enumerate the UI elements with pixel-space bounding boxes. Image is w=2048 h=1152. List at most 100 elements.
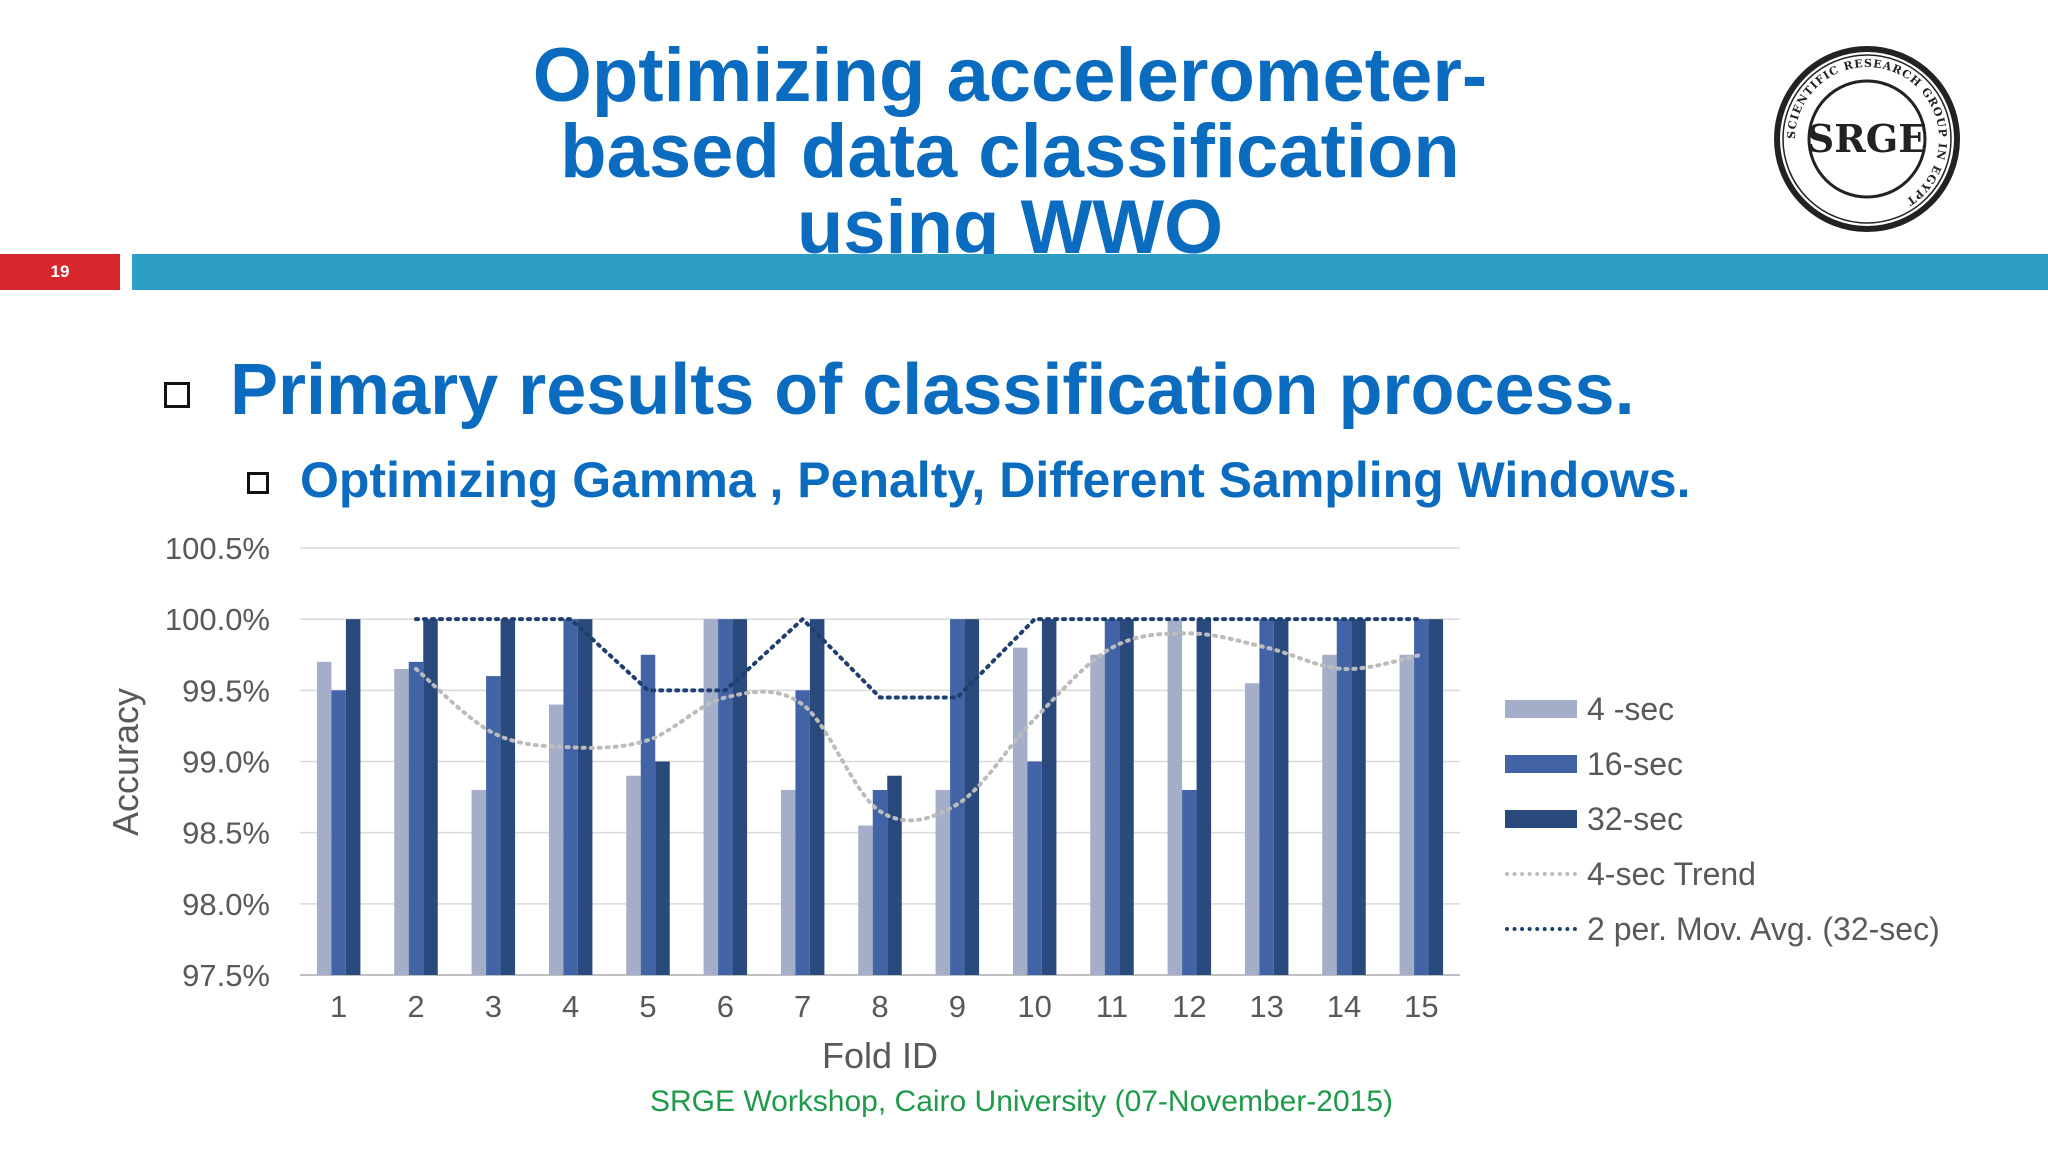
- y-axis-label: Accuracy: [105, 688, 146, 836]
- y-tick-label: 100.5%: [165, 531, 270, 566]
- bar-32-sec-fold-9: [964, 619, 980, 975]
- x-tick-label: 8: [871, 989, 888, 1024]
- bar-32-sec-fold-11: [1119, 619, 1134, 975]
- x-tick-label: 1: [330, 989, 347, 1024]
- bullet-main: Primary results of classification proces…: [230, 350, 1635, 430]
- bar-32-sec-fold-5: [655, 761, 670, 975]
- bar-16-sec-fold-2: [408, 661, 424, 975]
- trend-line-4-sec: [414, 631, 1424, 823]
- bullet-square-icon: [164, 382, 190, 408]
- bar-16-sec-fold-6: [718, 619, 733, 975]
- bar-16-sec-fold-4: [563, 619, 578, 975]
- y-tick-labels: 97.5% 98.0% 98.5% 99.0% 99.5% 100.0% 100.5%: [165, 531, 270, 993]
- bar-32-sec-fold-1: [345, 619, 361, 975]
- bar-32-sec-fold-4: [577, 619, 593, 975]
- slide-number-badge: [0, 254, 120, 290]
- legend-label: 32-sec: [1587, 801, 1684, 837]
- x-tick-label: 6: [717, 989, 734, 1024]
- x-tick-label: 9: [949, 989, 966, 1024]
- bar-16-sec-fold-12: [1182, 789, 1197, 975]
- y-tick-label: 99.0%: [182, 745, 270, 780]
- bar-4-sec-fold-7: [780, 789, 796, 975]
- bar-32-sec-fold-7: [809, 619, 825, 975]
- x-tick-label: 12: [1172, 989, 1206, 1024]
- bar-4-sec-fold-9: [935, 789, 951, 975]
- bar-16-sec-fold-14: [1336, 619, 1352, 975]
- y-tick-label: 98.0%: [182, 887, 270, 922]
- chart-bars: [316, 619, 1444, 975]
- srge-logo: SCIENTIFIC RESEARCH GROUP IN EGYPT SRGE: [1774, 46, 1960, 232]
- bar-4-sec-fold-12: [1167, 619, 1183, 975]
- bullet-square-icon: [247, 472, 269, 494]
- logo-center-text: SRGE: [1807, 116, 1927, 161]
- bar-16-sec-fold-10: [1027, 761, 1042, 975]
- slide-title: Optimizing accelerometer- based data cla…: [430, 38, 1590, 266]
- bar-4-sec-fold-10: [1012, 647, 1028, 975]
- x-tick-label: 3: [485, 989, 502, 1024]
- bar-16-sec-fold-9: [950, 619, 965, 975]
- bar-4-sec-fold-3: [471, 789, 487, 975]
- bar-32-sec-fold-12: [1196, 619, 1212, 975]
- bar-4-sec-fold-13: [1244, 683, 1260, 975]
- legend-line: [1505, 872, 1577, 876]
- x-tick-label: 13: [1249, 989, 1283, 1024]
- slide-number: 19: [50, 262, 70, 281]
- legend-label: 4-sec Trend: [1587, 856, 1756, 892]
- x-axis-label: Fold ID: [822, 1035, 938, 1076]
- x-tick-label: 5: [639, 989, 656, 1024]
- y-tick-label: 98.5%: [182, 816, 270, 851]
- bar-16-sec-fold-1: [331, 690, 346, 975]
- x-tick-label: 11: [1096, 989, 1128, 1024]
- title-line-2: based data classification: [560, 109, 1460, 194]
- y-tick-label: 97.5%: [182, 958, 270, 993]
- bar-16-sec-fold-11: [1104, 619, 1120, 975]
- bar-16-sec-fold-7: [795, 690, 810, 975]
- bar-16-sec-fold-5: [640, 654, 656, 975]
- bar-32-sec-fold-15: [1428, 619, 1444, 975]
- bar-4-sec-fold-14: [1322, 654, 1337, 975]
- bar-4-sec-fold-6: [703, 619, 719, 975]
- bar-32-sec-fold-3: [500, 619, 516, 975]
- header-band: [132, 254, 2048, 290]
- bar-32-sec-fold-13: [1273, 619, 1289, 975]
- footer-text: SRGE Workshop, Cairo University (07-Nove…: [650, 1085, 1394, 1118]
- legend-swatch: [1505, 700, 1577, 718]
- bullet-sub: Optimizing Gamma , Penalty, Different Sa…: [300, 452, 1691, 508]
- bar-4-sec-fold-15: [1399, 654, 1415, 975]
- bar-16-sec-fold-15: [1414, 619, 1429, 975]
- bar-32-sec-fold-10: [1041, 619, 1057, 975]
- legend-label: 2 per. Mov. Avg. (32-sec): [1587, 911, 1940, 947]
- bar-32-sec-fold-14: [1351, 619, 1366, 975]
- bar-4-sec-fold-2: [394, 668, 409, 975]
- x-tick-label: 14: [1327, 989, 1361, 1024]
- y-tick-label: 100.0%: [165, 602, 270, 637]
- legend-swatch: [1505, 755, 1577, 773]
- x-tick-label: 10: [1017, 989, 1051, 1024]
- title-line-3: using WWO: [796, 185, 1224, 270]
- legend-swatch: [1505, 810, 1577, 828]
- legend-line: [1505, 927, 1577, 931]
- bar-32-sec-fold-6: [732, 619, 748, 975]
- x-tick-label: 15: [1404, 989, 1438, 1024]
- bar-4-sec-fold-4: [548, 704, 564, 975]
- bar-4-sec-fold-5: [626, 775, 641, 975]
- chart-trend-lines: [414, 616, 1424, 823]
- bar-16-sec-fold-13: [1259, 619, 1274, 975]
- bar-32-sec-fold-2: [423, 619, 438, 975]
- bar-16-sec-fold-8: [872, 789, 888, 975]
- legend-label: 4 -sec: [1587, 691, 1675, 727]
- bar-4-sec-fold-11: [1090, 654, 1105, 975]
- x-tick-label: 2: [407, 989, 424, 1024]
- x-tick-labels: 1 2 3 4 5 6 7 8 9 10 11 12 13 14 15: [330, 989, 1439, 1024]
- x-tick-label: 4: [562, 989, 579, 1024]
- title-line-1: Optimizing accelerometer-: [532, 33, 1488, 118]
- x-tick-label: 7: [794, 989, 811, 1024]
- bar-32-sec-fold-8: [887, 775, 902, 975]
- moving-average-line-32-sec: [414, 616, 1424, 700]
- bar-4-sec-fold-1: [316, 661, 332, 975]
- y-tick-label: 99.5%: [182, 673, 270, 708]
- bar-16-sec-fold-3: [486, 676, 501, 975]
- bar-4-sec-fold-8: [858, 825, 873, 975]
- legend-label: 16-sec: [1587, 746, 1684, 782]
